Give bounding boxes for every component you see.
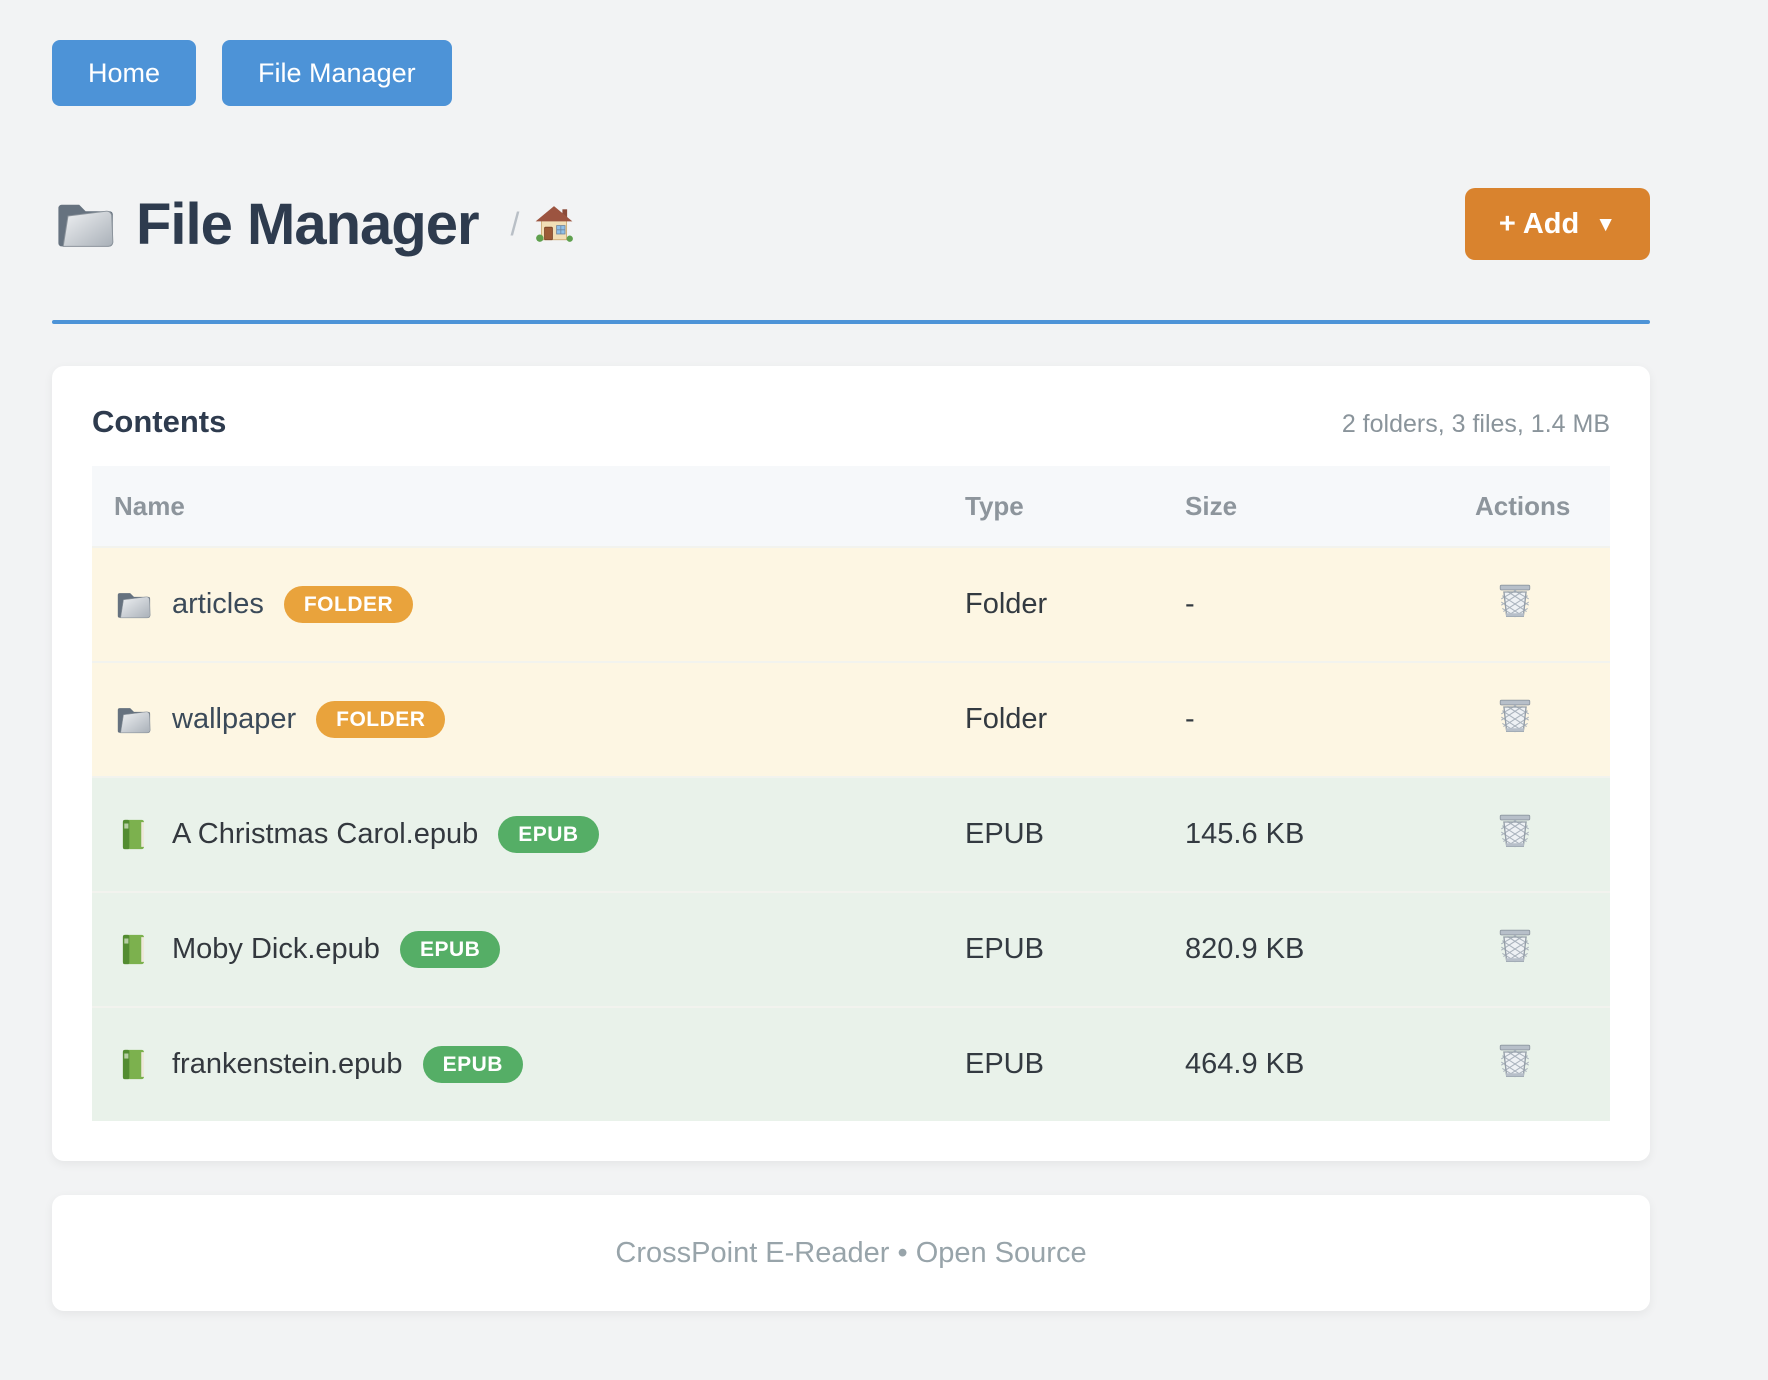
file-type: EPUB bbox=[965, 1048, 1185, 1081]
delete-button[interactable] bbox=[1497, 1042, 1533, 1080]
type-badge: EPUB bbox=[498, 816, 598, 853]
page-header: File Manager / + Add ▼ bbox=[52, 188, 1650, 260]
file-name: wallpaper bbox=[172, 703, 296, 736]
type-badge: EPUB bbox=[423, 1046, 523, 1083]
file-type: EPUB bbox=[965, 933, 1185, 966]
footer: CrossPoint E-Reader • Open Source bbox=[52, 1195, 1650, 1311]
actions-cell bbox=[1475, 582, 1610, 628]
file-manager-button[interactable]: File Manager bbox=[222, 40, 452, 106]
file-size: - bbox=[1185, 588, 1475, 621]
type-badge: EPUB bbox=[400, 931, 500, 968]
breadcrumb-home[interactable] bbox=[533, 204, 575, 244]
name-cell: Moby Dick.epub EPUB bbox=[92, 931, 965, 968]
file-type: Folder bbox=[965, 703, 1185, 736]
page-title: File Manager bbox=[136, 191, 479, 258]
page: Home File Manager File Manager / + Add ▼… bbox=[0, 0, 1768, 1311]
top-nav: Home File Manager bbox=[52, 40, 1650, 106]
trash-icon bbox=[1497, 812, 1533, 850]
home-button[interactable]: Home bbox=[52, 40, 196, 106]
folder-icon bbox=[114, 588, 152, 621]
home-icon bbox=[533, 204, 575, 244]
actions-cell bbox=[1475, 927, 1610, 973]
trash-icon bbox=[1497, 1042, 1533, 1080]
name-cell: wallpaper FOLDER bbox=[92, 701, 965, 738]
type-badge: FOLDER bbox=[284, 586, 413, 623]
file-name: Moby Dick.epub bbox=[172, 933, 380, 966]
name-cell: frankenstein.epub EPUB bbox=[92, 1046, 965, 1083]
column-header-actions: Actions bbox=[1475, 491, 1610, 522]
column-header-type: Type bbox=[965, 491, 1185, 522]
file-name: articles bbox=[172, 588, 264, 621]
file-name: frankenstein.epub bbox=[172, 1048, 403, 1081]
chevron-down-icon: ▼ bbox=[1595, 214, 1616, 235]
column-header-size: Size bbox=[1185, 491, 1475, 522]
actions-cell bbox=[1475, 697, 1610, 743]
table-row[interactable]: A Christmas Carol.epub EPUB EPUB 145.6 K… bbox=[92, 776, 1610, 891]
book-icon bbox=[114, 1048, 152, 1081]
name-cell: articles FOLDER bbox=[92, 586, 965, 623]
delete-button[interactable] bbox=[1497, 697, 1533, 735]
table-row[interactable]: articles FOLDER Folder - bbox=[92, 546, 1610, 661]
table-body: articles FOLDER Folder - wallpaper FOLDE… bbox=[92, 546, 1610, 1121]
file-size: 464.9 KB bbox=[1185, 1048, 1475, 1081]
file-size: - bbox=[1185, 703, 1475, 736]
contents-card: Contents 2 folders, 3 files, 1.4 MB Name… bbox=[52, 366, 1650, 1161]
table-header-row: Name Type Size Actions bbox=[92, 466, 1610, 546]
folder-icon bbox=[52, 196, 116, 252]
file-table: Name Type Size Actions articles FOLDER F… bbox=[92, 466, 1610, 1121]
name-cell: A Christmas Carol.epub EPUB bbox=[92, 816, 965, 853]
contents-heading: Contents bbox=[92, 404, 226, 440]
breadcrumb-separator: / bbox=[511, 206, 520, 243]
title-divider bbox=[52, 320, 1650, 324]
table-row[interactable]: wallpaper FOLDER Folder - bbox=[92, 661, 1610, 776]
table-row[interactable]: Moby Dick.epub EPUB EPUB 820.9 KB bbox=[92, 891, 1610, 1006]
trash-icon bbox=[1497, 927, 1533, 965]
trash-icon bbox=[1497, 697, 1533, 735]
column-header-name: Name bbox=[92, 491, 965, 522]
book-icon bbox=[114, 933, 152, 966]
delete-button[interactable] bbox=[1497, 927, 1533, 965]
file-type: Folder bbox=[965, 588, 1185, 621]
file-size: 820.9 KB bbox=[1185, 933, 1475, 966]
file-size: 145.6 KB bbox=[1185, 818, 1475, 851]
book-icon bbox=[114, 818, 152, 851]
contents-summary: 2 folders, 3 files, 1.4 MB bbox=[1342, 410, 1610, 439]
add-button[interactable]: + Add ▼ bbox=[1465, 188, 1650, 260]
footer-text: CrossPoint E-Reader • Open Source bbox=[615, 1237, 1086, 1270]
actions-cell bbox=[1475, 812, 1610, 858]
table-row[interactable]: frankenstein.epub EPUB EPUB 464.9 KB bbox=[92, 1006, 1610, 1121]
file-name: A Christmas Carol.epub bbox=[172, 818, 478, 851]
add-button-label: + Add bbox=[1499, 208, 1579, 241]
delete-button[interactable] bbox=[1497, 812, 1533, 850]
actions-cell bbox=[1475, 1042, 1610, 1088]
type-badge: FOLDER bbox=[316, 701, 445, 738]
trash-icon bbox=[1497, 582, 1533, 620]
delete-button[interactable] bbox=[1497, 582, 1533, 620]
folder-icon bbox=[114, 703, 152, 736]
file-type: EPUB bbox=[965, 818, 1185, 851]
